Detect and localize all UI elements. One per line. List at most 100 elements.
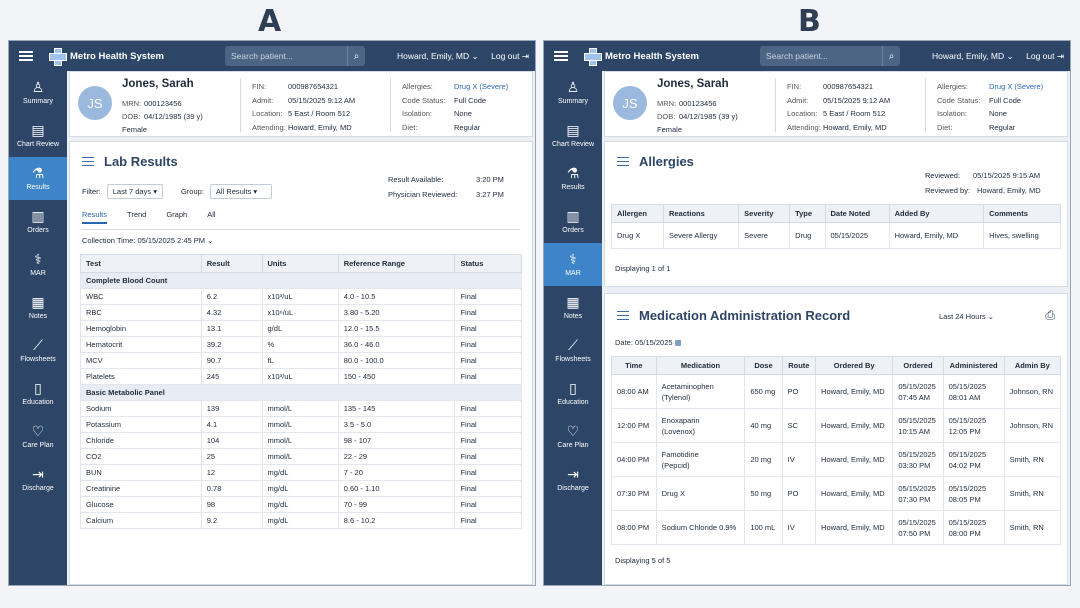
column-header[interactable]: Units bbox=[261, 254, 339, 273]
tab-graph[interactable]: Graph bbox=[166, 210, 188, 219]
column-header[interactable]: Dose bbox=[744, 356, 783, 375]
sidebar-item-education[interactable]: ▯ Education bbox=[9, 372, 67, 415]
logout-button[interactable]: Log out ⇥ bbox=[1026, 51, 1064, 62]
table-row[interactable]: 08:00 AM Acetaminophen (Tylenol) 650 mg PO H… bbox=[611, 374, 1062, 409]
hamburger-menu-icon[interactable] bbox=[19, 49, 33, 63]
column-header[interactable]: Added By bbox=[888, 204, 985, 223]
column-header[interactable]: Reference Range bbox=[337, 254, 456, 273]
table-row[interactable]: Hematocrit 39.2% 36.0 - 46.0 Final bbox=[80, 336, 522, 353]
column-header[interactable]: Status bbox=[454, 254, 522, 273]
table-row[interactable]: MCV 90.7 fL 80.0 - 100.0 Final bbox=[80, 352, 522, 369]
table-row[interactable]: Calcium 9.2 mg/dL 8.6 - 10.2 Final bbox=[80, 512, 522, 529]
table-cell: 150 - 450 bbox=[337, 368, 456, 385]
clinical-flags: Allergies: Drug X (Severe) Code Status: Fu… bbox=[937, 80, 1043, 134]
mar-card: Medication Administration Record Last 24… bbox=[604, 293, 1068, 585]
sidebar-item-results[interactable]: ⚗ Results bbox=[544, 157, 602, 200]
filter-select[interactable]: Last 7 days ▾ bbox=[106, 184, 163, 199]
sidebar-item-flowsheets[interactable]: ⟋ Flowsheets bbox=[9, 329, 67, 372]
patient-search-input[interactable]: Search patient... ⌕ bbox=[225, 46, 365, 66]
menu-icon[interactable] bbox=[617, 154, 629, 169]
column-header[interactable]: Severity bbox=[738, 204, 791, 223]
print-icon[interactable]: ⎙ bbox=[1045, 308, 1055, 322]
table-row[interactable]: Sodium 139 mmol/L 135 - 145 Final bbox=[80, 400, 522, 417]
allergies-link[interactable]: Drug X (Severe) bbox=[989, 82, 1044, 91]
table-row[interactable]: Platelets 245 x10³/uL 150 - 450 Final bbox=[80, 368, 522, 385]
sidebar-item-chart-review[interactable]: ▤ Chart Review bbox=[544, 114, 602, 157]
sidebar-item-discharge[interactable]: ⇥ Discharge bbox=[9, 458, 67, 501]
admit-label: Admit: bbox=[252, 95, 274, 105]
column-header[interactable]: Route bbox=[781, 356, 817, 375]
table-cell: 3.80 - 5.20 bbox=[337, 304, 456, 321]
sidebar-item-education[interactable]: ▯ Education bbox=[544, 372, 602, 415]
table-row[interactable]: RBC 4.32 x10⁶/uL 3.80 - 5.20 Final bbox=[80, 304, 522, 321]
sidebar-item-summary[interactable]: ♙ Summary bbox=[544, 71, 602, 114]
column-header[interactable]: Comments bbox=[983, 204, 1061, 223]
table-row[interactable]: 07:30 PM Drug X 50 mg PO Howard, Emily, MD 05… bbox=[611, 476, 1062, 511]
patient-search-input[interactable]: Search patient... ⌕ bbox=[760, 46, 900, 66]
table-row[interactable]: 04:00 PM Famotidine (Pepcid) 20 mg IV Howard… bbox=[611, 442, 1062, 477]
logout-button[interactable]: Log out ⇥ bbox=[491, 51, 529, 62]
column-header[interactable]: Administered bbox=[942, 356, 1005, 375]
tab-results[interactable]: Results bbox=[82, 210, 108, 224]
tab-trend[interactable]: Trend bbox=[127, 210, 147, 219]
table-row[interactable]: 08:00 PM Sodium Chloride 0.9% 100 mL IV Howa… bbox=[611, 510, 1062, 545]
user-menu[interactable]: Howard, Emily, MD ⌄ bbox=[932, 51, 1014, 62]
menu-icon[interactable] bbox=[617, 308, 629, 323]
column-header[interactable]: Ordered By bbox=[815, 356, 894, 375]
table-cell: Severe bbox=[738, 222, 791, 249]
column-header[interactable]: Medication bbox=[655, 356, 746, 375]
table-row[interactable]: WBC 6.2 x10³/uL 4.0 - 10.5 Final bbox=[80, 288, 522, 305]
table-row[interactable]: Glucose 98 mg/dL 70 - 99 Final bbox=[80, 496, 522, 513]
table-row[interactable]: Chloride 104 mmol/L 98 - 107 Final bbox=[80, 432, 522, 449]
table-cell: Final bbox=[454, 416, 522, 433]
isolation-value: None bbox=[454, 109, 472, 118]
column-header[interactable]: Test bbox=[80, 254, 202, 273]
table-row[interactable]: BUN 12 mg/dL 7 - 20 Final bbox=[80, 464, 522, 481]
sidebar-item-mar[interactable]: ⚕ MAR bbox=[9, 243, 67, 286]
table-row[interactable]: Creatinine 0.78 mg/dL 0.60 - 1.10 Final bbox=[80, 480, 522, 497]
sidebar-item-mar[interactable]: ⚕ MAR bbox=[544, 243, 602, 286]
tab-all[interactable]: All bbox=[207, 210, 216, 219]
attending-label: Attending: bbox=[252, 122, 286, 132]
search-icon[interactable]: ⌕ bbox=[347, 46, 365, 66]
column-header[interactable]: Time bbox=[611, 356, 657, 375]
sidebar-item-care-plan[interactable]: ♡ Care Plan bbox=[544, 415, 602, 458]
sidebar-item-orders[interactable]: ▥ Orders bbox=[544, 200, 602, 243]
column-header[interactable]: Ordered bbox=[892, 356, 944, 375]
table-row[interactable]: Drug X Severe Allergy Severe Drug 05/15/2025… bbox=[611, 222, 1061, 249]
sidebar-item-flowsheets[interactable]: ⟋ Flowsheets bbox=[544, 329, 602, 372]
menu-icon[interactable] bbox=[82, 154, 94, 169]
column-header[interactable]: Result bbox=[200, 254, 263, 273]
table-row[interactable]: Potassium 4.1 mmol/L 3.5 - 5.0 Final bbox=[80, 416, 522, 433]
mar-table: Time Medication Dose Route Ordered By Ordered… bbox=[611, 356, 1062, 545]
search-icon[interactable]: ⌕ bbox=[882, 46, 900, 66]
sex-value: Female bbox=[657, 125, 683, 134]
calendar-icon[interactable]: ▦ bbox=[674, 338, 682, 347]
sidebar-item-results[interactable]: ⚗ Results bbox=[9, 157, 67, 200]
mar-date[interactable]: Date: 05/15/2025 ▦ bbox=[615, 338, 682, 347]
sidebar-item-orders[interactable]: ▥ Orders bbox=[9, 200, 67, 243]
column-header[interactable]: Allergen bbox=[611, 204, 664, 223]
sidebar-item-notes[interactable]: ▦ Notes bbox=[9, 286, 67, 329]
user-menu[interactable]: Howard, Emily, MD ⌄ bbox=[397, 51, 479, 62]
column-header[interactable]: Admin By bbox=[1003, 356, 1062, 375]
sidebar-item-chart-review[interactable]: ▤ Chart Review bbox=[9, 114, 67, 157]
sidebar-item-summary[interactable]: ♙ Summary bbox=[9, 71, 67, 114]
table-row[interactable]: 12:00 PM Enoxaparin (Lovenox) 40 mg SC Howar… bbox=[611, 408, 1062, 443]
sidebar-item-care-plan[interactable]: ♡ Care Plan bbox=[9, 415, 67, 458]
column-header[interactable]: Reactions bbox=[662, 204, 740, 223]
sidebar-item-notes[interactable]: ▦ Notes bbox=[544, 286, 602, 329]
table-row[interactable]: CO2 25 mmol/L 22 - 29 Final bbox=[80, 448, 522, 465]
range-select[interactable]: Last 24 Hours ⌄ bbox=[939, 312, 994, 321]
sidebar-item-discharge[interactable]: ⇥ Discharge bbox=[544, 458, 602, 501]
avatar: JS bbox=[78, 86, 112, 120]
allergies-link[interactable]: Drug X (Severe) bbox=[454, 82, 509, 91]
table-cell: Drug X bbox=[611, 222, 664, 249]
group-select[interactable]: All Results ▾ bbox=[209, 184, 272, 199]
hamburger-menu-icon[interactable] bbox=[554, 49, 568, 63]
table-cell: Creatinine bbox=[80, 480, 202, 497]
column-header[interactable]: Type bbox=[789, 204, 826, 223]
column-header[interactable]: Date Noted bbox=[824, 204, 890, 223]
collection-time[interactable]: Collection Time: 05/15/2025 2:45 PM ⌄ bbox=[82, 236, 213, 245]
table-row[interactable]: Hemoglobin 13.1 g/dL 12.0 - 15.5 Final bbox=[80, 320, 522, 337]
